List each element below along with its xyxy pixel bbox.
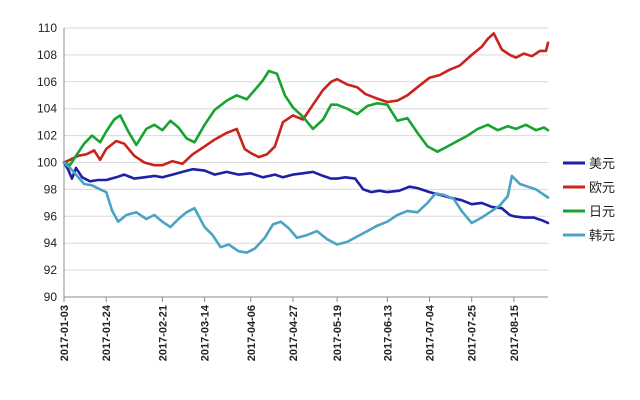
- y-axis-tick-labels: 90 92 94 96 98 100 102 104 106 108 110: [37, 21, 57, 304]
- y-tick-label: 98: [44, 182, 58, 196]
- x-tick-label: 2017-01-24: [101, 304, 113, 361]
- x-tick-label: 2017-07-25: [467, 305, 479, 361]
- y-tick-label: 104: [37, 102, 57, 116]
- series-line-1: [62, 32, 550, 167]
- series-line-3: [62, 161, 550, 254]
- legend-label: 韩元: [589, 229, 615, 244]
- x-axis-tick-labels: 2017-01-03 2017-01-24 2017-02-21 2017-03-14…: [59, 304, 521, 361]
- y-tick-label: 106: [37, 75, 57, 89]
- x-tick-label: 2017-01-03: [59, 305, 71, 361]
- y-tick-label: 96: [44, 209, 58, 223]
- x-tick-label: 2017-04-27: [288, 305, 300, 361]
- legend-label: 欧元: [589, 181, 615, 196]
- legend-label: 美元: [589, 157, 615, 172]
- y-tick-label: 102: [37, 129, 57, 143]
- x-tick-label: 2017-03-14: [200, 304, 212, 361]
- y-tick-label: 100: [37, 156, 57, 170]
- x-tick-label: 2017-04-06: [246, 305, 258, 361]
- y-tick-label: 92: [44, 263, 58, 277]
- x-tick-label: 2017-07-04: [425, 304, 437, 361]
- x-tick-label: 2017-02-21: [157, 305, 169, 361]
- y-tick-label: 94: [44, 236, 58, 250]
- series-line-2: [62, 69, 550, 167]
- x-tick-label: 2017-08-15: [509, 305, 521, 361]
- series-lines: [62, 32, 550, 254]
- y-tick-label: 90: [44, 290, 58, 304]
- gridlines: [63, 27, 548, 302]
- x-tick-label: 2017-06-13: [382, 305, 394, 361]
- series-line-0: [62, 161, 550, 225]
- legend-label: 日元: [589, 205, 615, 220]
- y-tick-label: 108: [37, 48, 57, 62]
- y-tick-label: 110: [38, 21, 57, 35]
- x-tick-label: 2017-05-19: [332, 305, 344, 361]
